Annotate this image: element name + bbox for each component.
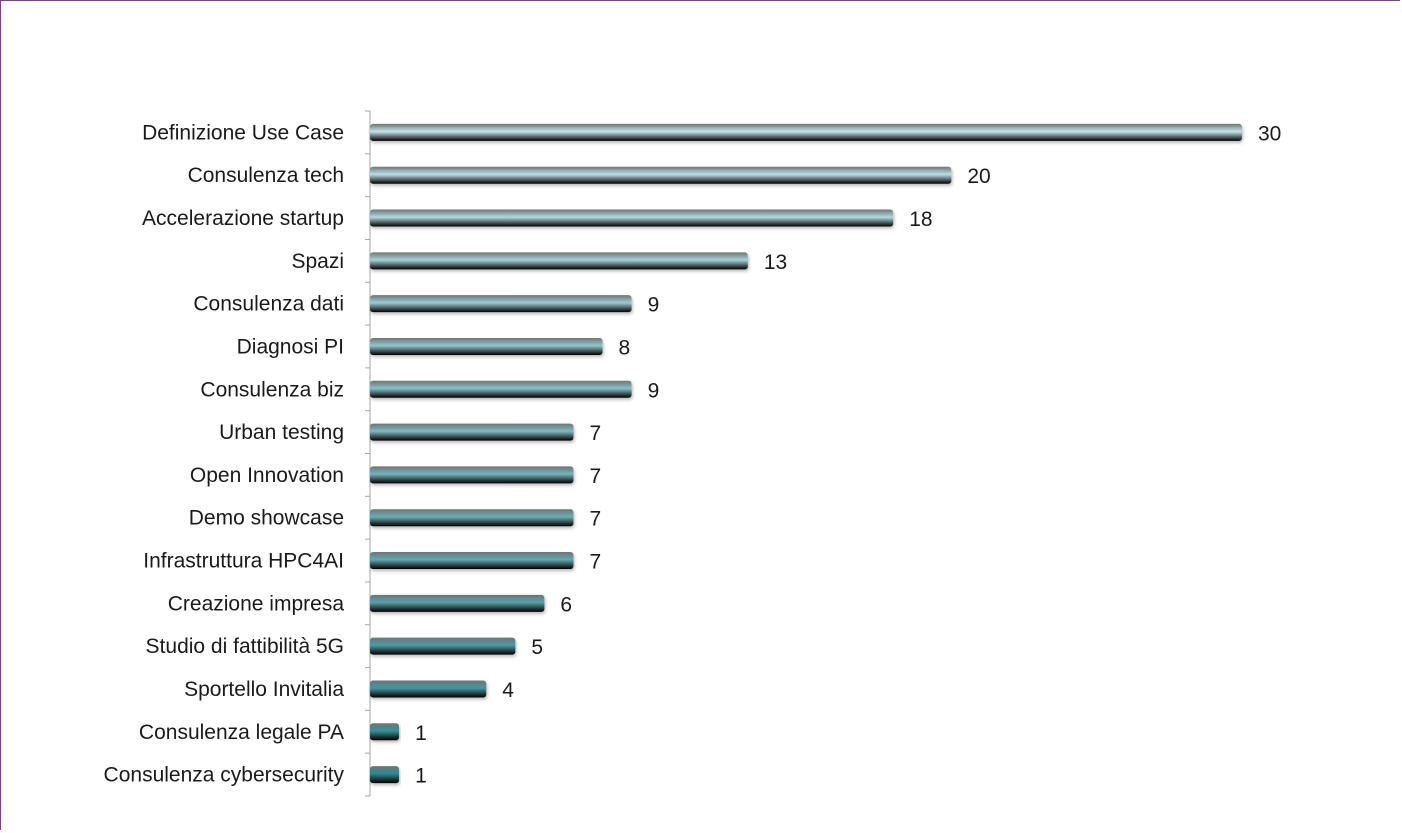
bar [370,295,632,313]
bar [370,209,894,227]
category-label: Studio di fattibilità 5G [146,635,344,658]
bar [370,252,748,270]
bar [370,337,603,355]
bar [370,594,545,612]
category-label: Consulenza legale PA [139,721,344,744]
data-label: 5 [531,636,543,659]
data-label: 6 [560,593,572,616]
data-label: 7 [589,465,601,488]
category-label: Consulenza biz [200,378,344,401]
category-label: Spazi [291,250,344,273]
bar [370,766,400,784]
data-label: 13 [764,251,787,274]
category-label: Consulenza cybersecurity [104,764,345,787]
bar [370,423,574,441]
bar [370,466,574,484]
bar [370,123,1242,141]
data-label: 1 [415,722,427,745]
data-label: 1 [415,765,427,788]
category-label: Definizione Use Case [142,121,344,144]
category-label: Sportello Invitalia [184,678,344,701]
data-label: 7 [589,422,601,445]
data-label: 20 [967,165,990,188]
category-label: Demo showcase [189,507,344,530]
data-label: 7 [589,508,601,531]
bar [370,637,516,655]
category-label: Consulenza dati [193,293,344,316]
data-label: 9 [648,379,660,402]
category-label: Creazione impresa [168,592,345,615]
bar [370,680,487,698]
bar [370,380,632,398]
bar [370,509,574,527]
bar [370,166,952,184]
category-label: Accelerazione startup [142,207,344,230]
category-label: Infrastruttura HPC4AI [143,550,344,573]
bar [370,723,400,741]
data-label: 30 [1258,122,1281,145]
data-label: 4 [502,679,514,702]
data-label: 18 [909,208,932,231]
data-label: 9 [648,294,660,317]
category-labels: Definizione Use Case Consulenza tech Accel… [104,121,345,786]
y-axis [365,110,371,797]
category-label: Diagnosi PI [237,335,344,358]
bars [370,123,1242,784]
category-label: Consulenza tech [188,164,344,187]
bar [370,552,574,570]
category-label: Urban testing [219,421,344,444]
data-label: 7 [589,551,601,574]
data-label: 8 [619,336,631,359]
category-label: Open Innovation [190,464,344,487]
